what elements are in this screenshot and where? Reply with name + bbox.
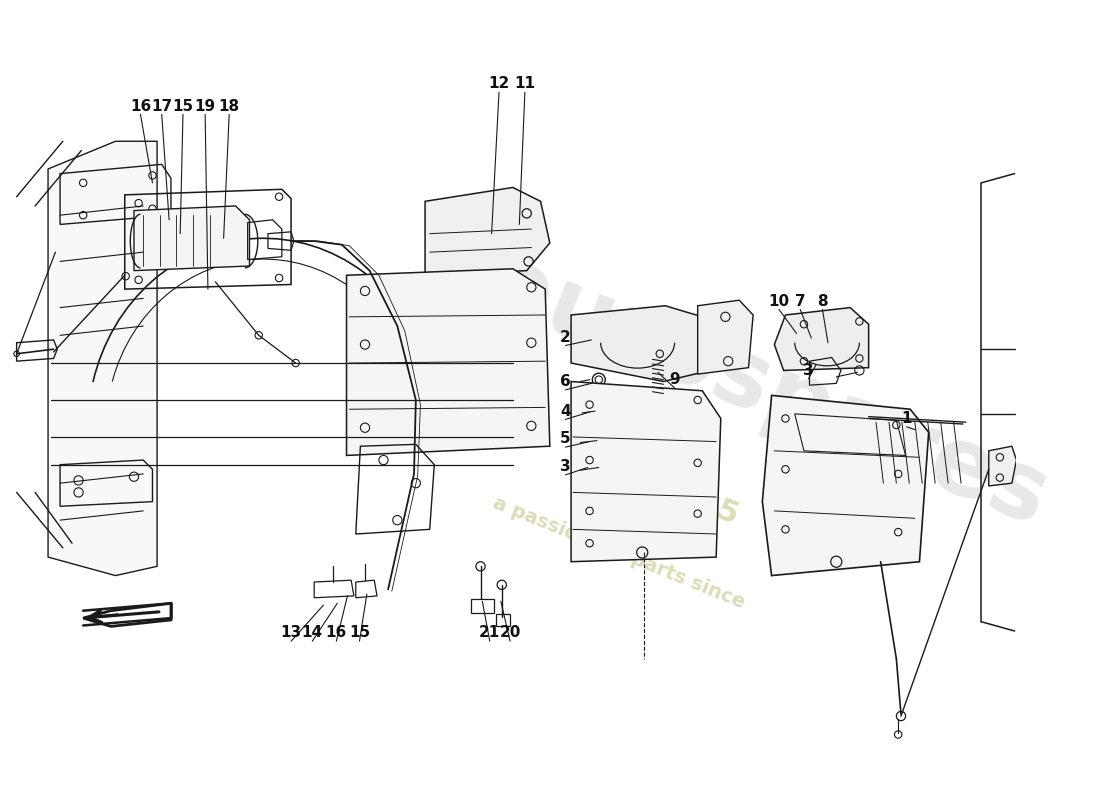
Text: 16: 16 — [130, 98, 151, 114]
Text: 5: 5 — [560, 431, 571, 446]
Text: 13: 13 — [280, 626, 301, 640]
Polygon shape — [48, 142, 157, 575]
Text: 1: 1 — [901, 411, 912, 426]
Text: 8: 8 — [817, 294, 827, 309]
Text: 1985: 1985 — [652, 472, 742, 531]
Text: 4: 4 — [560, 403, 571, 418]
Polygon shape — [774, 307, 869, 370]
Text: 17: 17 — [151, 98, 173, 114]
Text: 9: 9 — [669, 372, 680, 387]
Text: 15: 15 — [349, 626, 370, 640]
Text: eurospares: eurospares — [473, 236, 1062, 546]
Text: a passion for parts since: a passion for parts since — [491, 493, 748, 612]
Text: 6: 6 — [560, 374, 571, 389]
Text: 12: 12 — [488, 77, 509, 91]
Text: 20: 20 — [499, 626, 520, 640]
Text: 16: 16 — [326, 626, 346, 640]
Text: 14: 14 — [301, 626, 323, 640]
Polygon shape — [571, 382, 720, 562]
Text: 21: 21 — [480, 626, 501, 640]
Polygon shape — [84, 603, 170, 626]
Polygon shape — [762, 395, 928, 575]
Text: 15: 15 — [173, 98, 194, 114]
Polygon shape — [989, 446, 1016, 486]
Polygon shape — [346, 269, 550, 455]
Text: 3: 3 — [560, 459, 571, 474]
Polygon shape — [571, 306, 702, 382]
Polygon shape — [134, 206, 250, 270]
Text: 3: 3 — [803, 363, 814, 378]
Text: 2: 2 — [560, 330, 571, 345]
Text: 7: 7 — [795, 294, 805, 309]
Text: 19: 19 — [195, 98, 216, 114]
Polygon shape — [697, 300, 754, 374]
Polygon shape — [425, 187, 550, 275]
Text: 11: 11 — [515, 77, 536, 91]
Text: 10: 10 — [769, 294, 790, 309]
Text: 18: 18 — [219, 98, 240, 114]
